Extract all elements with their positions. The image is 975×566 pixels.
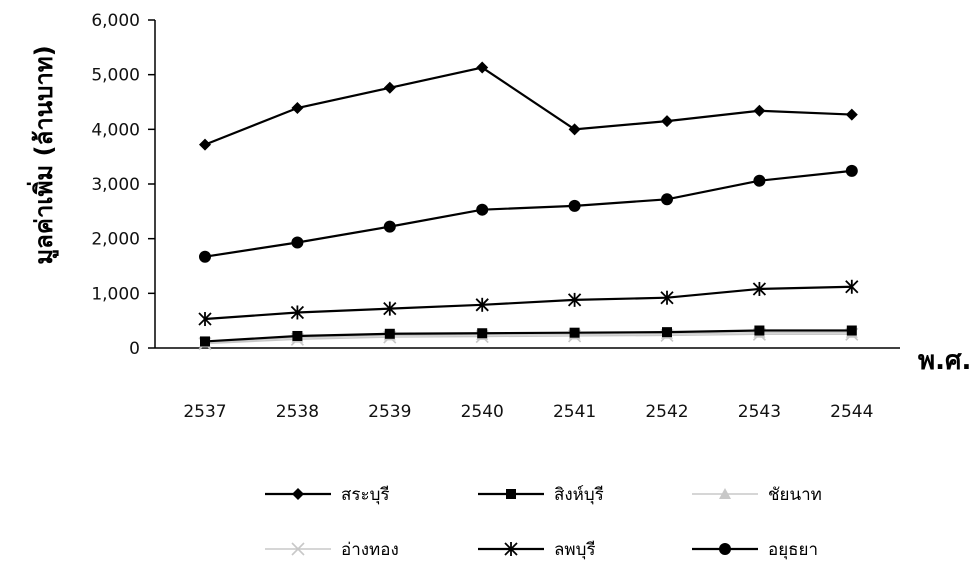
square-marker <box>662 327 672 338</box>
y-tick-label: 4,000 <box>91 120 140 140</box>
x-axis-label: พ.ศ. <box>918 346 971 376</box>
series-line <box>204 285 852 321</box>
legend-label: อ่างทอง <box>341 540 399 560</box>
legend-item: ลพบุรี <box>478 540 596 560</box>
legend-label: สิงห์บุรี <box>554 485 604 505</box>
y-tick-label: 2,000 <box>91 230 140 250</box>
diamond-marker <box>383 81 396 94</box>
series-6 <box>199 164 858 263</box>
circle-marker <box>568 199 581 212</box>
circle-marker <box>291 236 304 249</box>
legend-item: อ่างทอง <box>265 540 399 560</box>
square-marker <box>506 489 516 499</box>
series-line <box>204 66 852 146</box>
series-5 <box>198 279 859 327</box>
legend-item: สิงห์บุรี <box>478 485 604 505</box>
star-marker <box>660 290 674 305</box>
series-line <box>204 333 852 345</box>
star-marker <box>475 297 489 312</box>
star-marker <box>845 279 859 294</box>
series-1 <box>199 61 858 151</box>
triangle-marker <box>719 488 731 499</box>
square-marker <box>200 336 210 347</box>
x-tick-label: 2541 <box>553 402 596 422</box>
x-marker <box>291 542 305 556</box>
square-marker <box>292 330 303 341</box>
circle-marker <box>753 174 766 187</box>
chart-series <box>198 61 859 351</box>
square-marker <box>384 328 395 339</box>
square-marker <box>569 327 580 338</box>
circle-marker <box>661 193 673 206</box>
series-line <box>204 329 852 343</box>
y-tick-labels: 0 1,000 2,000 3,000 4,000 5,000 6,000 <box>91 11 140 359</box>
diamond-marker <box>845 108 858 121</box>
x-tick-label: 2540 <box>461 402 504 422</box>
x-tick-labels: 2537 2538 2539 2540 2541 2542 2543 2544 <box>183 402 873 422</box>
legend-item: ชัยนาท <box>692 485 822 505</box>
star-marker <box>198 312 212 327</box>
circle-marker <box>199 250 211 263</box>
star-marker <box>567 292 582 307</box>
x-tick-label: 2542 <box>645 402 688 422</box>
square-marker <box>754 325 765 336</box>
legend-item: สระบุรี <box>265 485 390 505</box>
legend-label: สระบุรี <box>341 485 390 505</box>
diamond-marker <box>292 488 304 500</box>
diamond-marker <box>568 123 581 136</box>
square-marker <box>477 328 488 339</box>
star-marker <box>290 305 305 320</box>
x-tick-label: 2539 <box>368 402 411 422</box>
series-line <box>204 169 852 258</box>
y-tick-label: 5,000 <box>91 66 140 86</box>
legend-label: ลพบุรี <box>554 540 596 560</box>
y-tick-label: 3,000 <box>91 175 140 195</box>
square-marker <box>846 325 857 336</box>
circle-marker <box>383 220 396 233</box>
diamond-marker <box>476 61 489 74</box>
x-tick-label: 2538 <box>276 402 319 422</box>
y-tick-label: 1,000 <box>91 284 140 304</box>
star-marker <box>504 542 518 556</box>
legend-label: ชัยนาท <box>768 485 822 505</box>
circle-marker <box>476 203 489 216</box>
series-2 <box>200 325 857 347</box>
circle-marker <box>845 164 858 177</box>
diamond-marker <box>661 115 673 128</box>
circle-marker <box>719 543 731 555</box>
x-tick-label: 2544 <box>830 402 873 422</box>
x-tick-label: 2537 <box>183 402 226 422</box>
y-axis-label: มูลค่าเพิ่ม (ล้านบาท) <box>26 45 59 264</box>
star-marker <box>752 281 767 296</box>
legend-item: อยุธยา <box>692 540 818 560</box>
y-tick-label: 6,000 <box>91 11 140 31</box>
chart-axes <box>148 19 900 349</box>
diamond-marker <box>291 102 304 115</box>
legend-label: อยุธยา <box>768 540 818 560</box>
series-line <box>204 331 852 344</box>
diamond-marker <box>199 138 211 151</box>
star-marker <box>383 301 397 316</box>
y-tick-label: 0 <box>129 339 140 359</box>
x-tick-label: 2543 <box>738 402 781 422</box>
diamond-marker <box>753 104 766 117</box>
